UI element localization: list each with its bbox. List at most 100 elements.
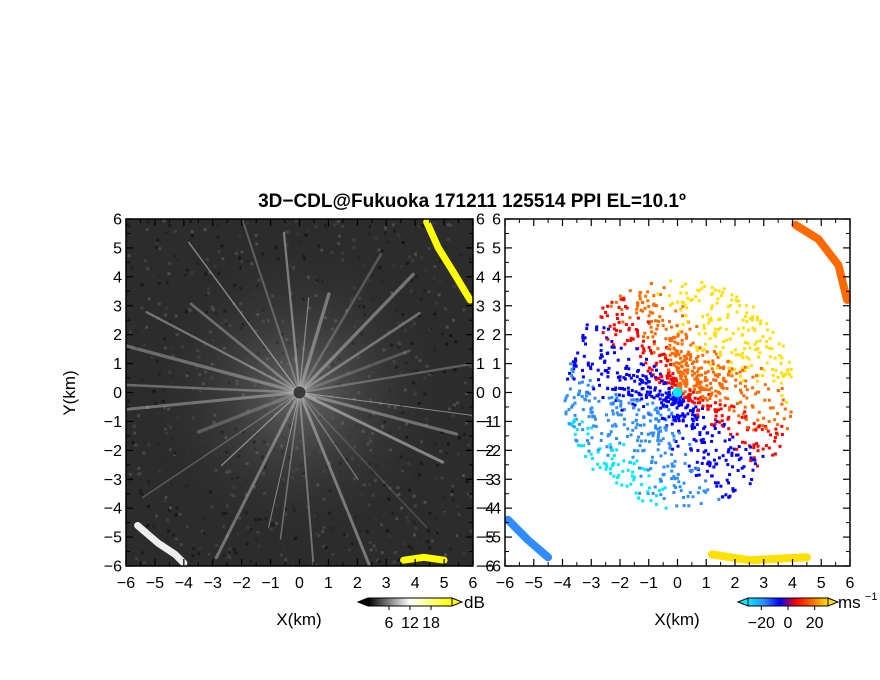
velocity-pixel <box>698 431 702 435</box>
velocity-pixel <box>718 366 722 370</box>
velocity-pixel <box>723 439 727 443</box>
velocity-pixel <box>587 415 591 419</box>
speckle-pixel <box>387 534 391 538</box>
velocity-pixel <box>687 393 691 397</box>
velocity-pixel <box>658 426 662 430</box>
velocity-pixel <box>679 291 683 295</box>
speckle-pixel <box>405 515 409 519</box>
velocity-pixel <box>745 355 749 359</box>
x-tick-label: 6 <box>846 575 855 592</box>
velocity-pixel <box>730 404 734 408</box>
speckle-pixel <box>368 224 372 228</box>
velocity-pixel <box>741 326 745 330</box>
velocity-pixel <box>633 475 636 479</box>
velocity-pixel <box>635 399 639 403</box>
velocity-pixel <box>686 296 690 300</box>
velocity-pixel <box>620 308 624 311</box>
velocity-pixel <box>666 347 670 350</box>
velocity-pixel <box>637 496 641 500</box>
velocity-pixel <box>622 298 626 302</box>
speckle-pixel <box>152 524 156 528</box>
speckle-pixel <box>133 431 137 435</box>
speckle-pixel <box>217 250 221 254</box>
velocity-pixel <box>646 385 650 389</box>
speckle-pixel <box>352 245 356 249</box>
speckle-pixel <box>282 549 286 553</box>
velocity-pixel <box>702 427 706 431</box>
velocity-pixel <box>566 377 570 381</box>
velocity-pixel <box>733 348 737 352</box>
velocity-pixel <box>686 368 690 372</box>
velocity-pixel <box>617 305 621 309</box>
velocity-pixel <box>656 439 660 442</box>
velocity-pixel <box>685 382 689 386</box>
speckle-pixel <box>183 273 187 277</box>
velocity-pixel <box>708 337 712 340</box>
speckle-pixel <box>377 248 381 252</box>
speckle-pixel <box>394 224 398 228</box>
x-tick-label: −5 <box>146 575 164 592</box>
velocity-pixel <box>744 379 748 383</box>
velocity-pixel <box>710 423 714 427</box>
velocity-pixel <box>705 350 709 354</box>
velocity-pixel <box>741 440 744 444</box>
velocity-pixel <box>578 381 581 385</box>
velocity-pixel <box>666 464 670 468</box>
speckle-pixel <box>238 234 241 238</box>
velocity-pixel <box>696 355 700 358</box>
velocity-pixel <box>704 376 707 380</box>
velocity-pixel <box>689 470 693 474</box>
speckle-pixel <box>428 511 432 515</box>
speckle-pixel <box>448 547 452 551</box>
speckle-pixel <box>365 530 369 533</box>
speckle-pixel <box>157 514 161 518</box>
velocity-pixel <box>763 398 767 402</box>
velocity-pixel <box>670 469 674 473</box>
velocity-pixel <box>685 306 689 310</box>
velocity-pixel <box>643 306 647 310</box>
speckle-pixel <box>440 476 444 480</box>
velocity-pixel <box>668 347 672 351</box>
velocity-pixel <box>752 422 756 426</box>
velocity-pixel <box>688 398 692 402</box>
speckle-pixel <box>128 307 131 311</box>
speckle-pixel <box>321 550 325 554</box>
velocity-pixel <box>623 408 626 412</box>
velocity-pixel <box>776 412 779 416</box>
speckle-pixel <box>384 549 388 553</box>
y-tick-label: 6 <box>492 212 501 229</box>
velocity-pixel <box>751 468 755 472</box>
velocity-pixel <box>611 387 615 391</box>
speckle-pixel <box>451 414 455 418</box>
speckle-pixel <box>358 529 362 533</box>
speckle-pixel <box>168 526 172 530</box>
left-axis-ticks: −6 −5 −4 −3 −2 −1 0 1 2 3 4 5 66 65 54 43 32 21 10 0−1 −1−2−… <box>104 212 495 593</box>
speckle-pixel <box>158 470 162 473</box>
speckle-pixel <box>293 562 297 566</box>
velocity-pixel <box>614 386 618 390</box>
velocity-pixel <box>616 399 620 402</box>
velocity-pixel <box>651 491 655 495</box>
velocity-pixel <box>671 447 675 451</box>
velocity-pixel <box>695 381 699 385</box>
speckle-pixel <box>157 302 161 306</box>
speckle-pixel <box>448 360 452 364</box>
speckle-pixel <box>413 533 416 537</box>
velocity-pixel <box>706 370 710 374</box>
velocity-pixel <box>571 375 575 379</box>
speckle-pixel <box>132 320 136 324</box>
speckle-pixel <box>179 543 183 546</box>
velocity-pixel <box>768 355 772 359</box>
velocity-pixel <box>635 413 639 417</box>
velocity-pixel <box>672 352 676 356</box>
velocity-pixel <box>655 368 658 372</box>
velocity-pixel <box>753 462 757 466</box>
y-tick-label: −3 <box>104 472 122 489</box>
x-tick-label: 5 <box>817 575 826 592</box>
velocity-pixel <box>576 351 580 355</box>
velocity-pixel <box>744 304 748 308</box>
speckle-pixel <box>190 542 194 546</box>
velocity-pixel <box>724 327 728 331</box>
velocity-pixel <box>590 436 594 440</box>
velocity-pixel <box>592 424 596 428</box>
